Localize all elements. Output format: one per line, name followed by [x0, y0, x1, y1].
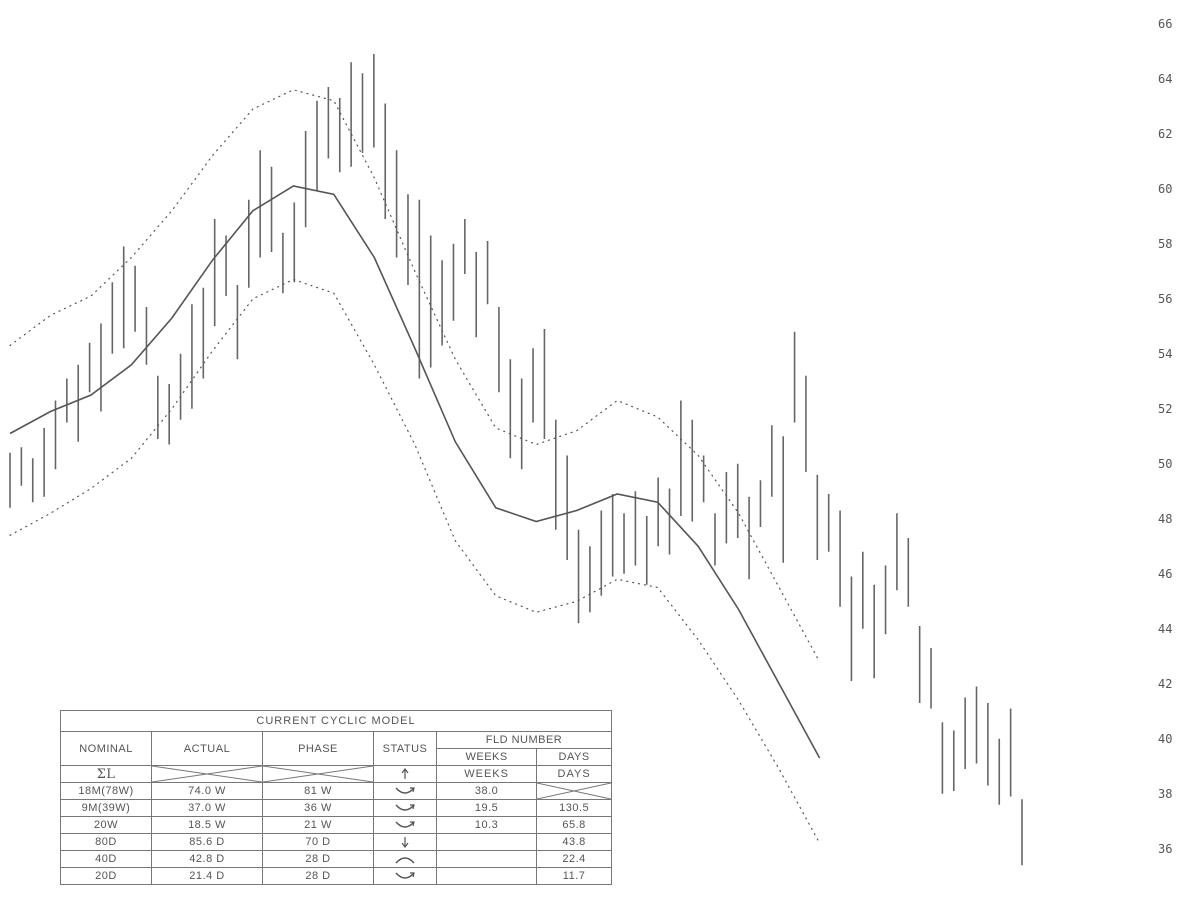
table-row: 18M(78W) 74.0 W 81 W 38.0 [60, 782, 612, 800]
header-nominal: NOMINAL [60, 731, 152, 766]
sum-phase-blank [262, 765, 374, 783]
sum-actual-blank [151, 765, 263, 783]
days-cell: 65.8 [536, 816, 612, 834]
header-weeks-repeat: WEEKS [435, 765, 538, 783]
table-title: CURRENT CYCLIC MODEL [60, 710, 612, 732]
y-tick-label: 40 [1158, 732, 1172, 746]
upper-envelope-line [9, 89, 821, 663]
table-row: 9M(39W) 37.0 W 36 W 19.5 130.5 [60, 799, 612, 817]
phase-cell: 36 W [262, 799, 374, 817]
peak-status-icon [373, 850, 437, 868]
trough-status-icon [373, 782, 437, 800]
envelope-lines [9, 89, 821, 844]
weeks-cell [435, 867, 538, 885]
header-days-repeat: DAYS [536, 765, 612, 783]
y-tick-label: 38 [1158, 787, 1172, 801]
table-row: 20D 21.4 D 28 D 11.7 [60, 867, 612, 885]
trough-status-icon [373, 799, 437, 817]
y-tick-label: 62 [1158, 127, 1172, 141]
days-cell: 22.4 [536, 850, 612, 868]
y-tick-label: 56 [1158, 292, 1172, 306]
trough-status-icon [373, 816, 437, 834]
header-weeks: WEEKS [435, 748, 538, 766]
actual-cell: 85.6 D [151, 833, 263, 851]
days-cell: 43.8 [536, 833, 612, 851]
y-tick-label: 60 [1158, 182, 1172, 196]
y-tick-label: 64 [1158, 72, 1172, 86]
days-cell: 130.5 [536, 799, 612, 817]
nominal-cell: 9M(39W) [60, 799, 152, 817]
weeks-cell: 10.3 [435, 816, 538, 834]
actual-cell: 18.5 W [151, 816, 263, 834]
header-phase: PHASE [262, 731, 374, 766]
header-days: DAYS [536, 748, 612, 766]
actual-cell: 37.0 W [151, 799, 263, 817]
weeks-cell [435, 850, 538, 868]
centerline [9, 185, 821, 759]
y-tick-label: 46 [1158, 567, 1172, 581]
sum-label: ΣL [60, 765, 152, 783]
y-tick-label: 48 [1158, 512, 1172, 526]
weeks-cell: 19.5 [435, 799, 538, 817]
y-tick-label: 42 [1158, 677, 1172, 691]
phase-cell: 81 W [262, 782, 374, 800]
header-status: STATUS [373, 731, 437, 766]
actual-cell: 42.8 D [151, 850, 263, 868]
actual-cell: 74.0 W [151, 782, 263, 800]
phase-cell: 21 W [262, 816, 374, 834]
y-tick-label: 58 [1158, 237, 1172, 251]
actual-cell: 21.4 D [151, 867, 263, 885]
y-tick-label: 44 [1158, 622, 1172, 636]
cyclic-model-table: CURRENT CYCLIC MODEL NOMINAL ACTUAL PHAS… [60, 710, 612, 885]
days-cell: 11.7 [536, 867, 612, 885]
down-status-icon [373, 833, 437, 851]
y-tick-label: 50 [1158, 457, 1172, 471]
y-tick-label: 54 [1158, 347, 1172, 361]
y-tick-label: 66 [1158, 17, 1172, 31]
table-row: 80D 85.6 D 70 D 43.8 [60, 833, 612, 851]
trough-status-icon [373, 867, 437, 885]
y-axis: 66 64 62 60 58 56 54 52 50 48 46 44 42 40 38 36 [1158, 17, 1172, 856]
nominal-cell: 20W [60, 816, 152, 834]
phase-cell: 28 D [262, 867, 374, 885]
nominal-cell: 18M(78W) [60, 782, 152, 800]
table-row: 40D 42.8 D 28 D 22.4 [60, 850, 612, 868]
up-arrow-icon [373, 765, 437, 783]
table-row: 20W 18.5 W 21 W 10.3 65.8 [60, 816, 612, 834]
y-tick-label: 52 [1158, 402, 1172, 416]
nominal-cell: 80D [60, 833, 152, 851]
phase-cell: 28 D [262, 850, 374, 868]
nominal-cell: 40D [60, 850, 152, 868]
nominal-cell: 20D [60, 867, 152, 885]
days-blank [536, 782, 612, 800]
header-fld-number: FLD NUMBER [436, 731, 612, 749]
weeks-cell [435, 833, 538, 851]
y-tick-label: 36 [1158, 842, 1172, 856]
weeks-cell: 38.0 [435, 782, 538, 800]
phase-cell: 70 D [262, 833, 374, 851]
header-actual: ACTUAL [151, 731, 263, 766]
